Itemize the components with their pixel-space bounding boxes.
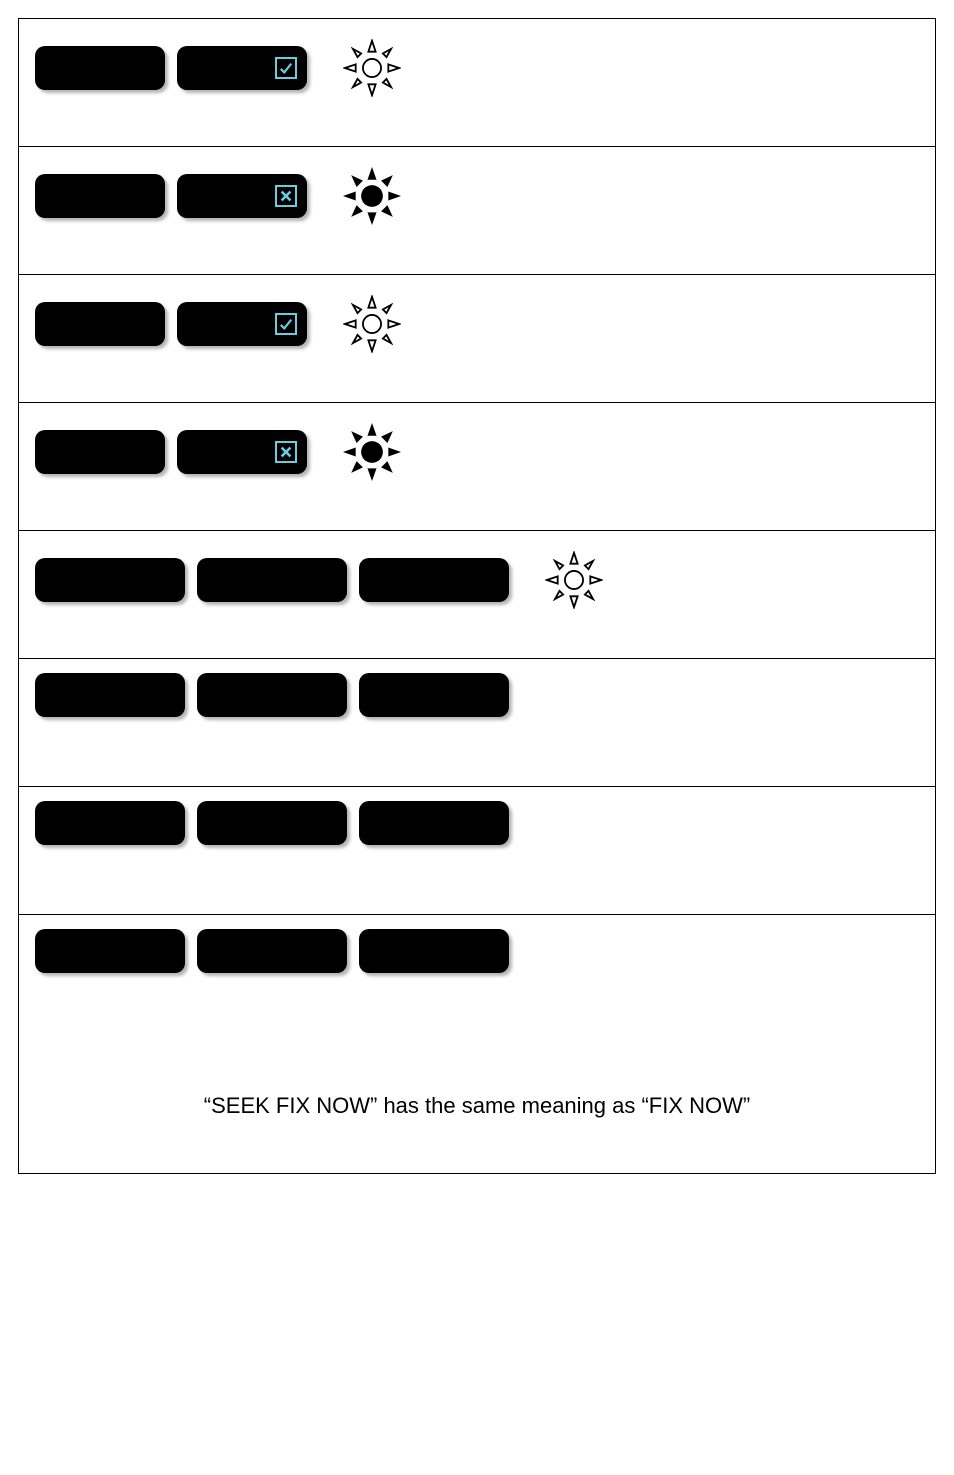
button-pill[interactable]: [197, 558, 347, 602]
page-container: “SEEK FIX NOW” has the same meaning as “…: [18, 18, 936, 1174]
button-pill[interactable]: [359, 558, 509, 602]
sun-outline-icon: [337, 33, 407, 103]
button-pill[interactable]: [35, 558, 185, 602]
button-pill-checkbox[interactable]: [177, 46, 307, 90]
footnote-text: “SEEK FIX NOW” has the same meaning as “…: [35, 1093, 919, 1119]
grid-row: [18, 658, 936, 786]
checkbox-x-icon: [275, 441, 297, 463]
checkbox-x-icon: [275, 185, 297, 207]
button-pill[interactable]: [35, 174, 165, 218]
checkbox-checked-icon: [275, 57, 297, 79]
button-row: [35, 161, 919, 231]
button-row: [35, 929, 919, 973]
button-pill-checkbox[interactable]: [177, 302, 307, 346]
sun-filled-icon: [337, 417, 407, 487]
grid-row: [18, 786, 936, 914]
button-row: [35, 673, 919, 717]
button-pill[interactable]: [197, 801, 347, 845]
button-pill[interactable]: [359, 673, 509, 717]
button-pill[interactable]: [359, 801, 509, 845]
button-pill[interactable]: [359, 929, 509, 973]
grid-row: [18, 146, 936, 274]
button-pill-checkbox[interactable]: [177, 430, 307, 474]
button-row: [35, 545, 919, 615]
grid-row: “SEEK FIX NOW” has the same meaning as “…: [18, 914, 936, 1174]
button-pill[interactable]: [35, 46, 165, 90]
button-pill[interactable]: [35, 929, 185, 973]
grid-row: [18, 18, 936, 146]
button-pill[interactable]: [35, 302, 165, 346]
button-row: [35, 33, 919, 103]
button-row: [35, 801, 919, 845]
grid-row: [18, 274, 936, 402]
button-row: [35, 289, 919, 359]
button-pill[interactable]: [35, 430, 165, 474]
grid-row: [18, 530, 936, 658]
button-pill-checkbox[interactable]: [177, 174, 307, 218]
sun-outline-icon: [539, 545, 609, 615]
sun-outline-icon: [337, 289, 407, 359]
button-pill[interactable]: [35, 673, 185, 717]
sun-filled-icon: [337, 161, 407, 231]
button-pill[interactable]: [197, 673, 347, 717]
checkbox-checked-icon: [275, 313, 297, 335]
button-pill[interactable]: [35, 801, 185, 845]
button-row: [35, 417, 919, 487]
grid-row: [18, 402, 936, 530]
button-pill[interactable]: [197, 929, 347, 973]
